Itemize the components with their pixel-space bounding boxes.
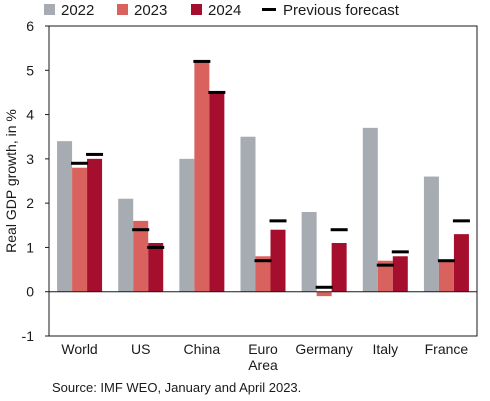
marker-2023-0 [71,161,89,165]
bar-2023-1 [133,220,149,292]
marker-2024-3 [269,219,287,223]
marker-2023-5 [376,263,394,267]
legend-swatch-2024 [191,4,202,15]
y-tick-label: 4 [26,107,34,123]
legend-label-previous-forecast: Previous forecast [283,2,400,19]
y-tick-label: 6 [26,18,34,34]
x-tick-label: France [425,341,469,357]
bar-2022-3 [240,136,256,292]
marker-2023-6 [437,259,455,263]
legend-swatch-2022 [44,4,55,15]
source-note: Source: IMF WEO, January and April 2023. [52,380,302,395]
plot-frame [48,25,478,337]
bar-2023-4 [316,291,332,297]
previous-forecast-markers [71,59,470,289]
marker-2024-1 [147,245,165,249]
legend-swatch-2023 [117,4,128,15]
legend-label-2023: 2023 [134,2,167,19]
bar-2024-5 [392,256,408,292]
y-tick-label: 0 [26,284,34,300]
marker-2023-3 [254,259,272,263]
bar-2023-6 [438,260,454,292]
bar-2023-0 [72,167,88,292]
bar-2024-6 [453,234,469,292]
x-tick-label: Germany [295,341,353,357]
legend-swatch-previous-forecast [262,8,276,11]
legend-label-2022: 2022 [61,2,94,19]
y-tick-label: 3 [26,151,34,167]
y-tick-label: -1 [22,328,35,344]
x-tick-label: Area [248,357,278,373]
y-axis: -1 0 1 2 3 4 5 6 [22,18,49,344]
y-tick-label: 1 [26,239,34,255]
marker-2023-1 [132,228,150,232]
marker-2024-2 [208,90,226,94]
bar-2022-5 [362,127,378,292]
y-tick-label: 2 [26,195,34,211]
bar-2022-1 [118,198,134,292]
bar-2022-4 [301,212,317,292]
marker-2024-4 [330,228,348,232]
bar-2023-3 [255,256,271,292]
bar-2023-5 [377,260,393,292]
marker-2024-5 [391,250,409,254]
bar-2024-3 [270,229,286,292]
bar-2024-2 [209,92,225,292]
x-tick-label: World [61,341,97,357]
bar-2024-0 [87,158,103,292]
x-tick-label: US [131,341,150,357]
bar-2024-4 [331,243,347,292]
bar-2023-2 [194,61,210,292]
legend-label-2024: 2024 [208,2,241,19]
legend: 2022 2023 2024 Previous forecast [44,2,400,19]
y-axis-title-group: Real GDP growth, in % [3,109,19,253]
plot-border [48,25,478,337]
x-tick-label: Euro [248,341,278,357]
y-tick-label: 5 [26,62,34,78]
y-axis-title: Real GDP growth, in % [3,109,19,253]
marker-2024-6 [452,219,470,223]
marker-2023-4 [315,285,333,289]
marker-2023-2 [193,59,211,63]
x-tick-label: China [184,341,221,357]
bar-2022-0 [57,141,73,292]
bar-2024-1 [148,243,164,292]
bar-2022-2 [179,158,195,292]
x-tick-label: Italy [372,341,398,357]
bar-2022-6 [423,176,439,292]
marker-2024-0 [86,152,104,156]
bars [57,61,469,297]
